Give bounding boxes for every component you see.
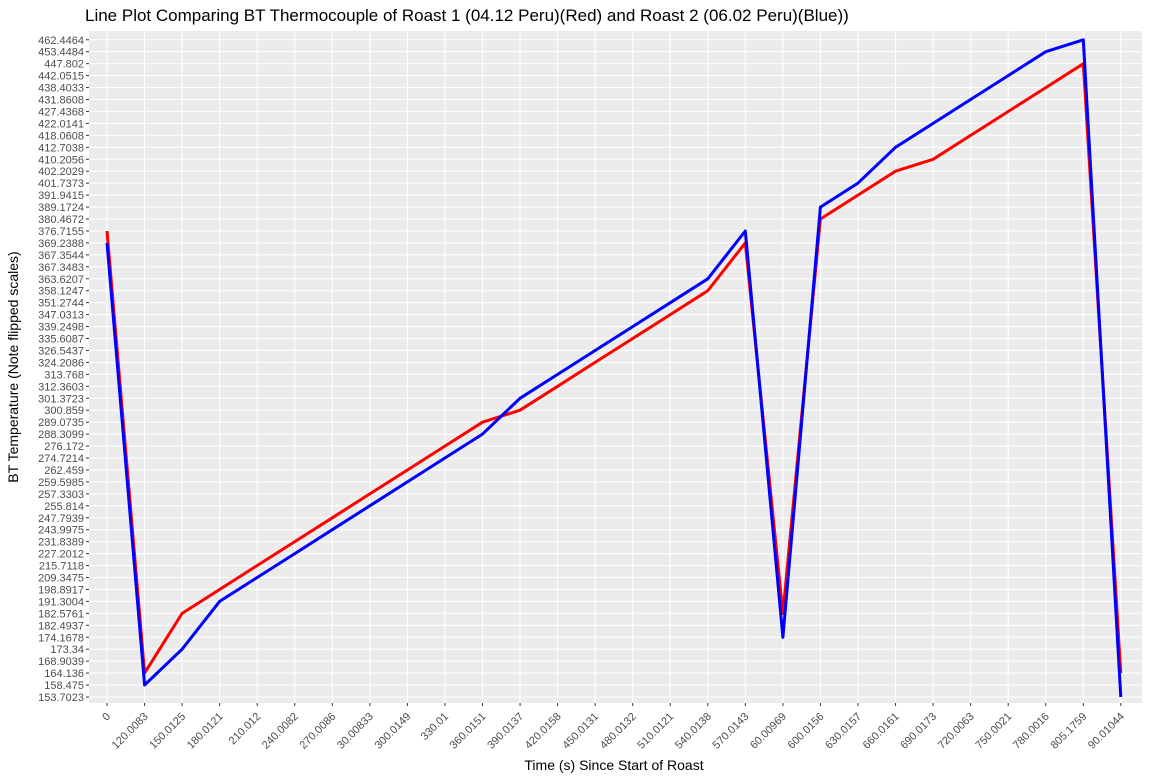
y-tick-label: 274.7214 xyxy=(38,453,84,465)
y-tick-label: 198.8917 xyxy=(38,584,84,596)
y-tick-label: 174.1678 xyxy=(38,632,84,644)
x-tick-label: 420.0158 xyxy=(523,711,564,752)
y-tick-label: 389.1724 xyxy=(38,202,84,214)
y-tick-label: 369.2388 xyxy=(38,238,84,250)
y-tick-label: 453.4484 xyxy=(38,47,84,59)
y-tick-label: 300.859 xyxy=(44,405,84,417)
y-tick-label: 243.9975 xyxy=(38,525,84,537)
y-tick-label: 339.2498 xyxy=(38,322,84,334)
y-tick-label: 324.2086 xyxy=(38,357,84,369)
x-tick-label: 210.012 xyxy=(227,711,264,748)
y-tick-label: 276.172 xyxy=(44,441,84,453)
y-tick-label: 351.2744 xyxy=(38,298,84,310)
x-tick-label: 330.01 xyxy=(419,711,451,743)
y-tick-label: 227.2012 xyxy=(38,549,84,561)
chart-title: Line Plot Comparing BT Thermocouple of R… xyxy=(85,6,849,25)
x-tick-label: 150.0125 xyxy=(147,711,188,752)
y-tick-label: 438.4033 xyxy=(38,83,84,95)
y-tick-label: 402.2029 xyxy=(38,166,84,178)
x-tick-label: 30.00833 xyxy=(335,711,376,752)
y-tick-label: 431.8608 xyxy=(38,95,84,107)
y-tick-label: 418.0608 xyxy=(38,130,84,142)
series-line-roast-2-blue xyxy=(105,38,1123,698)
y-tick-label: 367.3544 xyxy=(38,250,84,262)
y-tick-label: 173.34 xyxy=(50,644,84,656)
y-tick-label: 347.0313 xyxy=(38,310,84,322)
x-tick-label: 660.0161 xyxy=(861,711,902,752)
y-tick-label: 462.4464 xyxy=(38,35,84,47)
y-tick-label: 442.0515 xyxy=(38,71,84,83)
x-tick-label: 450.0131 xyxy=(560,711,601,752)
y-tick-label: 447.802 xyxy=(44,59,84,71)
x-tick-label: 780.0016 xyxy=(1011,711,1052,752)
y-tick-label: 363.6207 xyxy=(38,274,84,286)
y-tick-label: 289.0735 xyxy=(38,417,84,429)
grid-lines xyxy=(89,31,1142,703)
y-tick-label: 401.7373 xyxy=(38,178,84,190)
y-tick-label: 257.3303 xyxy=(38,489,84,501)
y-tick-label: 209.3475 xyxy=(38,573,84,585)
plot-panel xyxy=(89,31,1142,703)
y-tick-label: 153.7023 xyxy=(38,692,84,704)
x-tick-label: 600.0156 xyxy=(786,711,827,752)
y-tick-label: 164.136 xyxy=(44,668,84,680)
series-line-roast-1-red xyxy=(105,62,1123,675)
y-tick-label: 376.7155 xyxy=(38,226,84,238)
y-tick-label: 182.4937 xyxy=(38,620,84,632)
axis-ticks xyxy=(86,39,1122,706)
y-tick-label: 367.3483 xyxy=(38,262,84,274)
y-tick-label: 168.9039 xyxy=(38,656,84,668)
x-tick-label: 510.0121 xyxy=(635,711,676,752)
y-tick-labels: 153.7023158.475164.136168.9039173.34174.… xyxy=(38,35,84,704)
y-tick-label: 215.7118 xyxy=(39,561,84,573)
y-tick-label: 422.0141 xyxy=(38,118,84,130)
y-tick-label: 288.3099 xyxy=(38,429,84,441)
x-tick-label: 630.0157 xyxy=(823,711,864,752)
y-tick-label: 247.7939 xyxy=(38,513,84,525)
x-tick-label: 300.0149 xyxy=(373,711,414,752)
y-tick-label: 412.7038 xyxy=(38,142,84,154)
x-tick-label: 540.0138 xyxy=(673,711,714,752)
y-tick-label: 259.5985 xyxy=(38,477,84,489)
y-tick-label: 255.814 xyxy=(44,501,84,513)
y-tick-label: 158.475 xyxy=(44,680,84,692)
x-tick-label: 690.0173 xyxy=(898,711,939,752)
y-tick-label: 427.4368 xyxy=(38,106,84,118)
series-lines xyxy=(105,38,1123,698)
x-tick-label: 750.0021 xyxy=(973,711,1014,752)
y-tick-label: 182.5761 xyxy=(38,608,84,620)
x-tick-label: 360.0151 xyxy=(448,711,489,752)
x-tick-label: 90.01044 xyxy=(1086,711,1127,752)
y-tick-label: 358.1247 xyxy=(38,286,84,298)
y-tick-label: 301.3723 xyxy=(38,393,84,405)
y-tick-label: 312.3603 xyxy=(38,381,84,393)
y-tick-label: 335.6087 xyxy=(38,334,84,346)
y-tick-label: 410.2056 xyxy=(38,154,84,166)
y-tick-label: 391.9415 xyxy=(38,190,84,202)
x-tick-label: 480.0132 xyxy=(598,711,639,752)
x-axis-title: Time (s) Since Start of Roast xyxy=(524,757,703,773)
y-tick-label: 313.768 xyxy=(44,369,84,381)
x-tick-label: 270.0086 xyxy=(297,711,338,752)
x-tick-label: 180.0121 xyxy=(185,711,226,752)
x-tick-label: 240.0082 xyxy=(260,711,301,752)
y-tick-label: 191.3004 xyxy=(38,596,84,608)
x-tick-label: 570.0143 xyxy=(711,711,752,752)
y-tick-label: 326.5437 xyxy=(38,345,84,357)
y-axis-title: BT Temperature (Note flipped scales) xyxy=(5,251,21,482)
x-tick-label: 720.0063 xyxy=(936,711,977,752)
x-tick-label: 390.0137 xyxy=(485,711,526,752)
y-tick-label: 231.8389 xyxy=(38,537,84,549)
x-tick-label: 0 xyxy=(100,711,113,724)
x-tick-label: 120.0083 xyxy=(110,711,151,752)
y-tick-label: 262.459 xyxy=(44,465,84,477)
y-tick-label: 380.4672 xyxy=(38,214,84,226)
x-tick-label: 805.1759 xyxy=(1048,711,1089,752)
x-tick-label: 60.00969 xyxy=(748,711,789,752)
